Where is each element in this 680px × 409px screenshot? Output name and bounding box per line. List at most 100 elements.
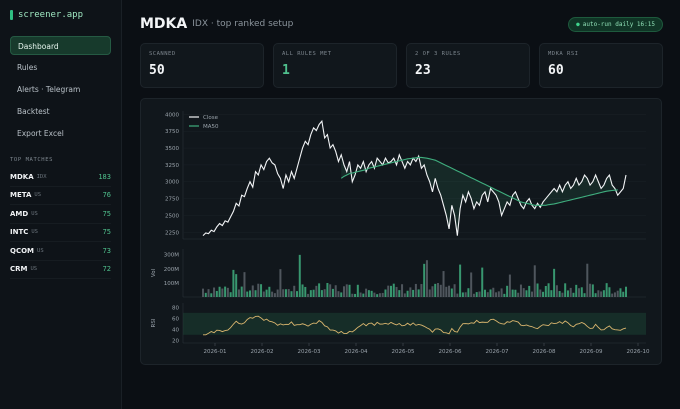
stat-card-all-rules-met: ALL RULES MET 1 xyxy=(273,43,397,88)
volume-bar xyxy=(260,284,263,297)
match-exchange: US xyxy=(34,192,42,199)
volume-bar xyxy=(417,289,420,297)
volume-bar xyxy=(613,292,616,297)
sidebar-item-backtest[interactable]: Backtest xyxy=(17,107,50,116)
price-chart[interactable]: 4000 3750 3500 3250 3000 2750 2500 2250 Close MA5… xyxy=(141,99,663,366)
volume-bar xyxy=(354,293,357,297)
volume-bar xyxy=(387,285,390,297)
volume-bar xyxy=(602,290,605,297)
match-ticker: QCOM xyxy=(10,246,35,255)
rsi-tick-label: 20 xyxy=(172,338,179,344)
x-tick-label: 2026-01 xyxy=(204,349,227,355)
volume-bar xyxy=(511,289,514,297)
volume-bar xyxy=(356,284,359,297)
match-row-qcom[interactable]: QCOM US 73 xyxy=(10,242,111,261)
volume-bar xyxy=(522,288,525,297)
volume-bar xyxy=(583,293,586,297)
volume-bar xyxy=(459,264,462,297)
match-row-amd[interactable]: AMD US 75 xyxy=(10,205,111,224)
volume-bar xyxy=(597,290,600,297)
volume-bar xyxy=(412,289,415,297)
volume-bar xyxy=(539,289,542,297)
volume-bar xyxy=(450,288,453,297)
main-content: MDKA IDX · top ranked setup ● auto-run da… xyxy=(122,0,680,409)
volume-bar xyxy=(265,289,268,297)
volume-bar xyxy=(254,290,257,297)
stat-value: 23 xyxy=(415,63,431,78)
volume-bar xyxy=(257,283,260,297)
match-row-mdka[interactable]: MDKA IDX 183 xyxy=(10,168,111,187)
rsi-line xyxy=(203,315,627,336)
volume-bar xyxy=(401,284,404,297)
volume-bar xyxy=(600,291,603,297)
auto-run-label: auto-run daily 16:15 xyxy=(582,20,655,28)
status-dot-icon: ● xyxy=(576,20,580,28)
volume-bar xyxy=(370,290,373,297)
volume-bar xyxy=(309,290,312,297)
volume-bar xyxy=(431,286,434,297)
sidebar-item-alerts-telegram[interactable]: Alerts · Telegram xyxy=(17,85,81,94)
volume-bar xyxy=(517,292,520,297)
volume-bar xyxy=(575,284,578,297)
volume-tick-label: 300M xyxy=(164,253,179,259)
ma50-line xyxy=(340,156,618,206)
volume-bar xyxy=(420,284,423,297)
volume-bar xyxy=(508,274,511,297)
match-exchange: US xyxy=(37,247,44,254)
stat-value: 1 xyxy=(282,63,290,78)
price-tick-label: 3250 xyxy=(165,163,179,169)
volume-bar xyxy=(472,293,475,297)
volume-bar xyxy=(580,287,583,297)
volume-bar xyxy=(434,283,437,297)
price-tick-label: 3500 xyxy=(165,146,179,152)
volume-bar xyxy=(213,287,216,297)
volume-bar xyxy=(536,283,539,297)
page-title: MDKA xyxy=(140,16,188,32)
volume-bar xyxy=(384,289,387,297)
sidebar-item-export-excel[interactable]: Export Excel xyxy=(17,129,64,138)
rsi-tick-label: 80 xyxy=(172,305,179,311)
rsi-tick-label: 60 xyxy=(172,316,179,322)
stat-value: 50 xyxy=(149,63,165,78)
sidebar-item-dashboard[interactable]: Dashboard xyxy=(10,36,111,55)
volume-bar xyxy=(503,293,506,297)
match-score: 75 xyxy=(102,209,111,218)
volume-bar xyxy=(232,269,235,297)
volume-bar xyxy=(268,286,271,297)
volume-bar xyxy=(365,288,368,297)
volume-bar xyxy=(589,283,592,297)
price-tick-label: 2250 xyxy=(165,230,179,236)
brand-logo[interactable]: screener.app xyxy=(10,10,111,20)
volume-bar xyxy=(569,287,572,297)
volume-bar xyxy=(448,285,451,297)
volume-bar xyxy=(425,260,428,297)
match-row-intc[interactable]: INTC US 75 xyxy=(10,224,111,242)
volume-bar xyxy=(409,287,412,297)
sidebar-item-rules[interactable]: Rules xyxy=(17,63,38,72)
volume-bar xyxy=(326,282,329,297)
x-tick-label: 2026-09 xyxy=(580,349,603,355)
volume-bar xyxy=(215,290,218,297)
volume-bar xyxy=(237,289,240,297)
volume-bar xyxy=(307,293,310,297)
legend-close-label: Close xyxy=(203,115,219,121)
volume-bar xyxy=(519,284,522,297)
brand-mark-icon xyxy=(10,10,13,20)
volume-bar xyxy=(273,293,276,297)
volume-bar xyxy=(204,292,207,297)
volume-bar xyxy=(246,291,249,297)
ma-band-fill xyxy=(341,154,618,236)
volume-bar xyxy=(486,292,489,297)
volume-bar xyxy=(320,290,323,297)
volume-bar xyxy=(202,288,204,297)
match-row-meta[interactable]: META US 76 xyxy=(10,187,111,205)
volume-bar xyxy=(514,289,517,297)
volume-bar xyxy=(343,286,345,297)
volume-bar xyxy=(373,292,376,297)
match-ticker: META xyxy=(10,191,32,200)
volume-bar xyxy=(553,268,556,297)
chart-panel: 4000 3750 3500 3250 3000 2750 2500 2250 Close MA5… xyxy=(140,98,662,365)
volume-bar xyxy=(296,291,298,297)
volume-bar xyxy=(497,291,500,297)
match-row-crm[interactable]: CRM US 72 xyxy=(10,261,111,279)
